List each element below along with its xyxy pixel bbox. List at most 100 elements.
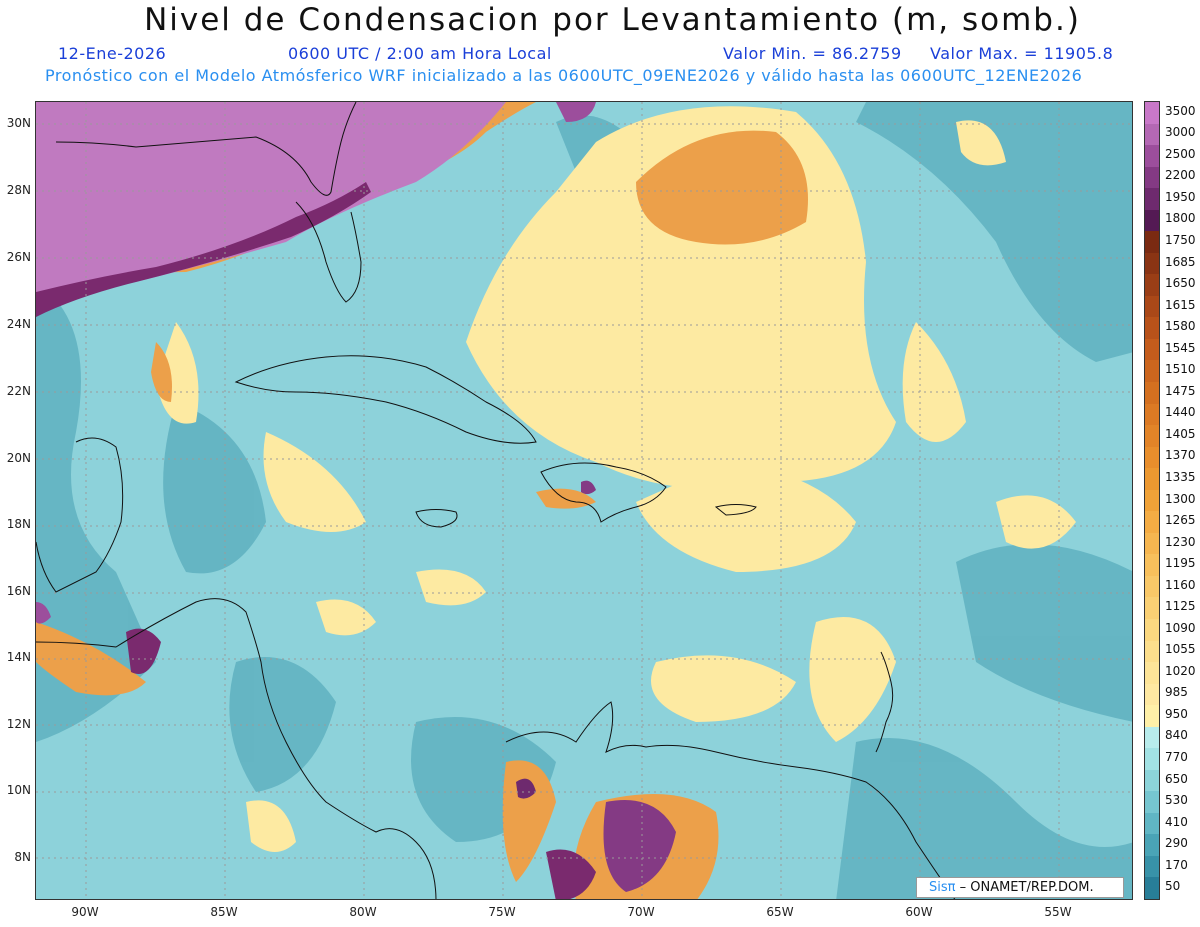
lcl-map-svg: [36, 102, 1132, 899]
min-value: Valor Min. = 86.2759: [723, 44, 902, 63]
forecast-date: 12-Ene-2026: [58, 44, 167, 63]
legend-level-label: 530: [1165, 793, 1188, 808]
legend-swatch: [1145, 295, 1159, 318]
legend-swatch: [1145, 748, 1159, 771]
legend-level-label: 1510: [1165, 362, 1196, 377]
legend-swatch: [1145, 812, 1159, 835]
legend-level-label: 1335: [1165, 469, 1196, 484]
lon-label: 65W: [766, 905, 794, 919]
legend-level-label: 1545: [1165, 340, 1196, 355]
legend-level-label: 840: [1165, 728, 1188, 743]
legend-swatch: [1145, 252, 1159, 275]
lon-label: 85W: [210, 905, 238, 919]
legend-swatch: [1145, 360, 1159, 383]
legend-level-label: 950: [1165, 706, 1188, 721]
lat-label: 16N: [6, 584, 31, 598]
legend-level-label: 2200: [1165, 168, 1196, 183]
legend-level-label: 1685: [1165, 254, 1196, 269]
legend-level-label: 1265: [1165, 513, 1196, 528]
legend-swatch: [1145, 640, 1159, 663]
lat-label: 14N: [6, 650, 31, 664]
legend-swatch: [1145, 575, 1159, 598]
legend-swatch: [1145, 338, 1159, 361]
legend-swatch: [1145, 188, 1159, 211]
legend-level-label: 1370: [1165, 448, 1196, 463]
forecast-time: 0600 UTC / 2:00 am Hora Local: [288, 44, 552, 63]
legend-swatch: [1145, 597, 1159, 620]
map-panel[interactable]: [35, 101, 1133, 900]
legend-level-label: 1650: [1165, 276, 1196, 291]
legend-level-label: 50: [1165, 879, 1181, 894]
legend-swatch: [1145, 705, 1159, 728]
legend-level-label: 1195: [1165, 556, 1196, 571]
legend-swatch: [1145, 425, 1159, 448]
lat-label: 24N: [6, 317, 31, 331]
legend-level-label: 1160: [1165, 577, 1196, 592]
legend-level-label: 770: [1165, 749, 1188, 764]
lat-label: 30N: [6, 116, 31, 130]
color-legend: [1144, 101, 1160, 900]
legend-level-label: 1125: [1165, 599, 1196, 614]
legend-swatch: [1145, 683, 1159, 706]
very-high-lcl-zones: [36, 102, 676, 899]
legend-swatch: [1145, 317, 1159, 340]
legend-level-label: 1440: [1165, 405, 1196, 420]
lat-label: 26N: [6, 250, 31, 264]
legend-level-label: 1230: [1165, 534, 1196, 549]
legend-swatch: [1145, 769, 1159, 792]
legend-level-label: 170: [1165, 857, 1188, 872]
credit-box: Sisπ – ONAMET/REP.DOM.: [916, 877, 1124, 898]
legend-swatch: [1145, 446, 1159, 469]
legend-level-label: 1800: [1165, 211, 1196, 226]
legend-swatch: [1145, 274, 1159, 297]
legend-swatch: [1145, 166, 1159, 189]
legend-swatch: [1145, 489, 1159, 512]
legend-swatch: [1145, 102, 1159, 125]
legend-level-label: 1405: [1165, 426, 1196, 441]
legend-level-label: 1580: [1165, 319, 1196, 334]
legend-level-label: 1475: [1165, 383, 1196, 398]
legend-level-label: 1055: [1165, 642, 1196, 657]
model-subtitle: Pronóstico con el Modelo Atmósferico WRF…: [45, 66, 1083, 85]
legend-level-label: 410: [1165, 814, 1188, 829]
lat-label: 12N: [6, 717, 31, 731]
legend-swatch: [1145, 791, 1159, 814]
legend-level-label: 985: [1165, 685, 1188, 700]
lat-label: 10N: [6, 783, 31, 797]
lon-label: 60W: [905, 905, 933, 919]
lon-label: 80W: [349, 905, 377, 919]
legend-swatch: [1145, 618, 1159, 641]
max-value: Valor Max. = 11905.8: [930, 44, 1114, 63]
lat-label: 28N: [6, 183, 31, 197]
legend-level-label: 1300: [1165, 491, 1196, 506]
lon-label: 55W: [1044, 905, 1072, 919]
legend-level-label: 1950: [1165, 189, 1196, 204]
legend-swatch: [1145, 382, 1159, 405]
legend-swatch: [1145, 145, 1159, 168]
lat-label: 22N: [6, 384, 31, 398]
legend-level-label: 1020: [1165, 663, 1196, 678]
legend-swatch: [1145, 855, 1159, 878]
legend-level-label: 650: [1165, 771, 1188, 786]
legend-swatch: [1145, 877, 1159, 900]
lat-label: 18N: [6, 517, 31, 531]
legend-swatch: [1145, 662, 1159, 685]
legend-swatch: [1145, 231, 1159, 254]
legend-level-label: 1750: [1165, 233, 1196, 247]
lat-lon-grid: [36, 102, 1132, 899]
legend-level-label: 1615: [1165, 297, 1196, 312]
onamet-credit: – ONAMET/REP.DOM.: [955, 880, 1094, 895]
lon-label: 90W: [71, 905, 99, 919]
legend-swatch: [1145, 554, 1159, 577]
lat-label: 20N: [6, 451, 31, 465]
sispi-brand: Sisπ: [929, 880, 956, 895]
legend-swatch: [1145, 123, 1159, 146]
legend-level-label: 3000: [1165, 125, 1196, 140]
legend-level-label: 1090: [1165, 620, 1196, 635]
lon-label: 70W: [627, 905, 655, 919]
coastlines: [36, 102, 956, 899]
lon-label: 75W: [488, 905, 516, 919]
legend-level-label: 290: [1165, 836, 1188, 851]
legend-swatch: [1145, 468, 1159, 491]
lat-label: 8N: [14, 850, 31, 864]
